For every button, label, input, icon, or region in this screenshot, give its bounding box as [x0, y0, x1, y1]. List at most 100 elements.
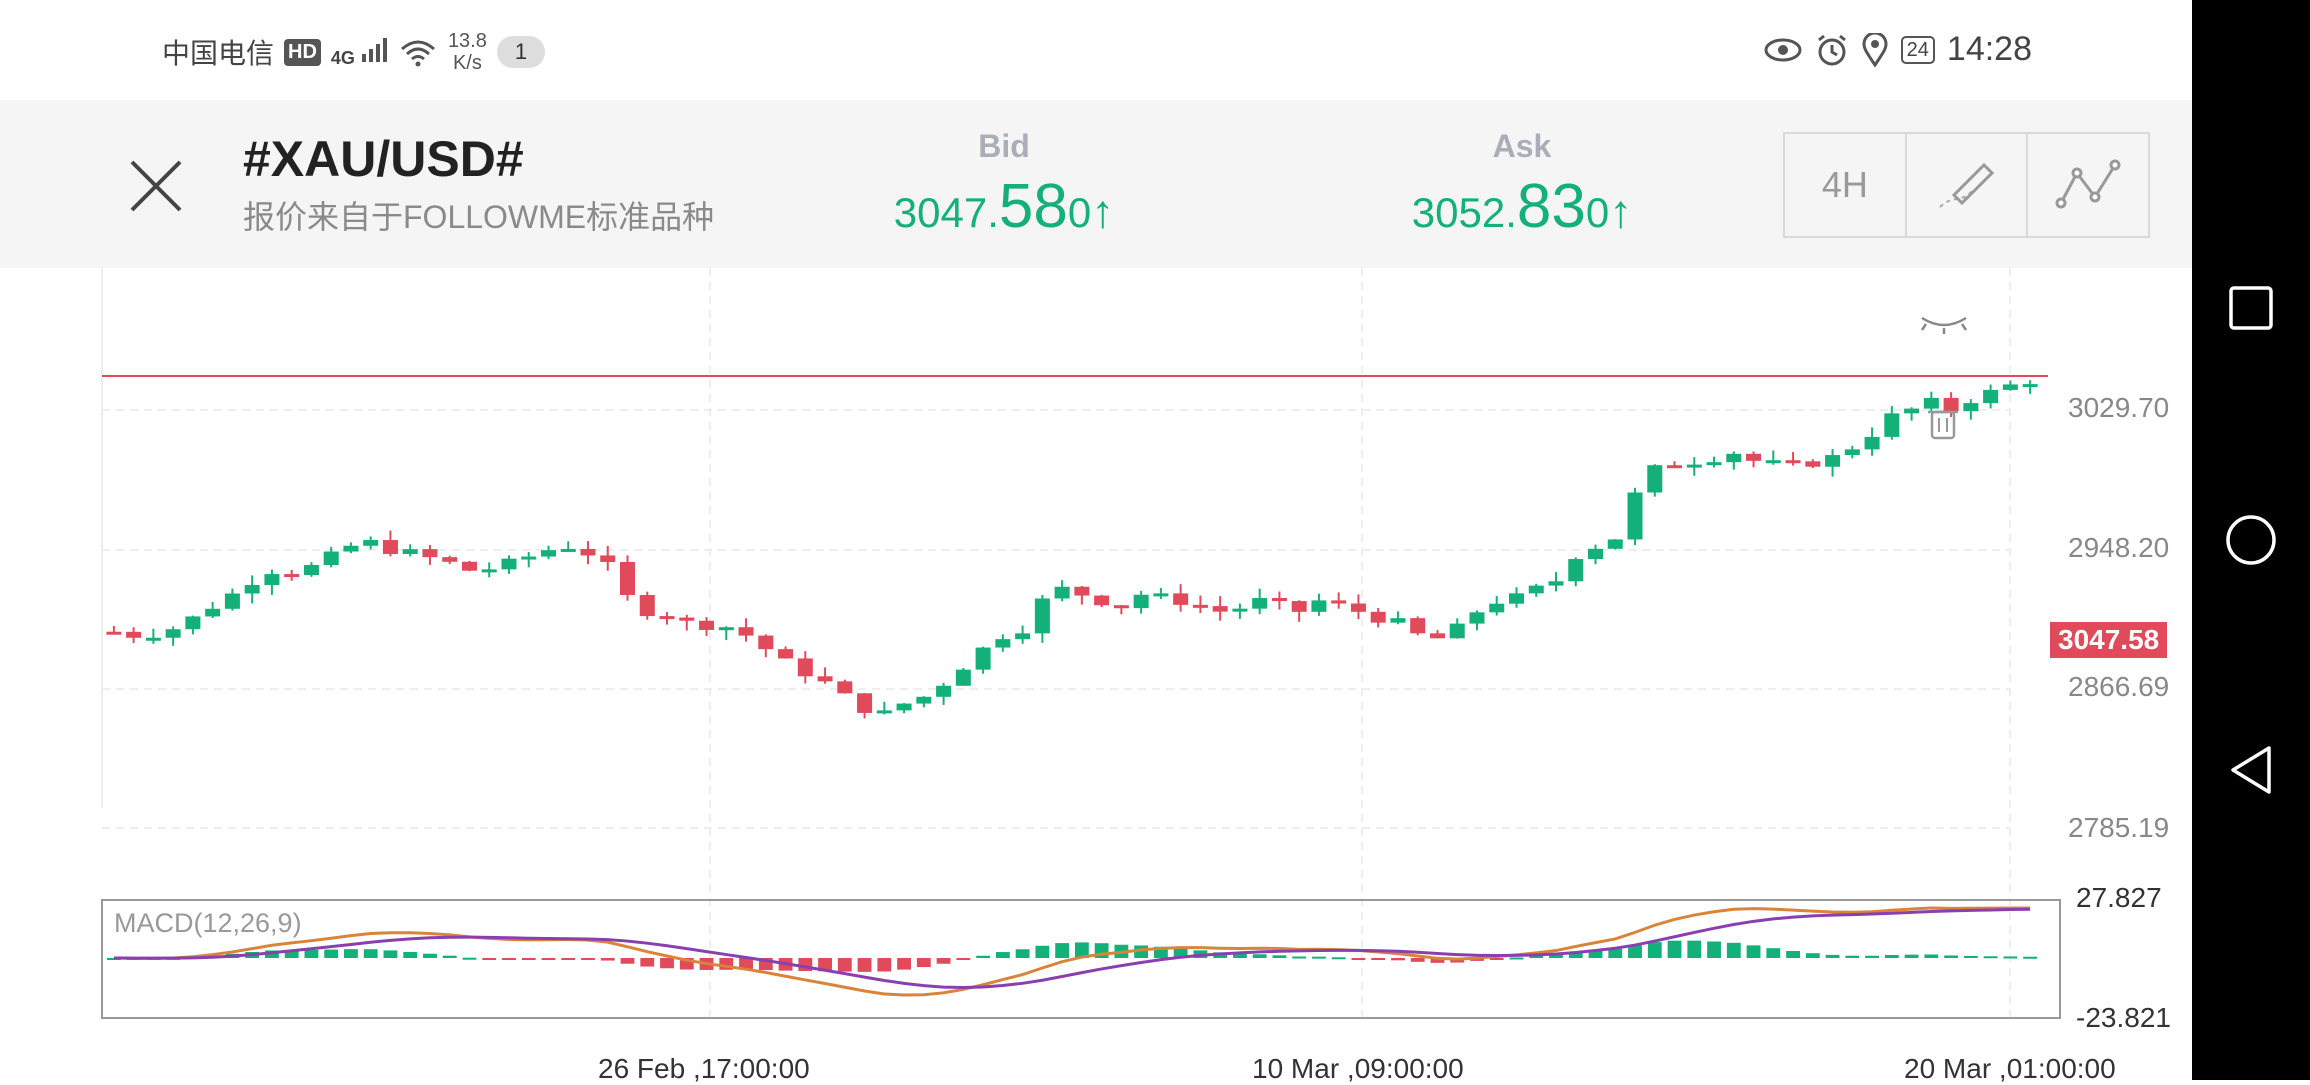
- price-chart[interactable]: 3047.58 3029.70 2948.20 2866.69 2785.19 …: [0, 268, 2192, 1080]
- macd-bar: [304, 949, 319, 958]
- candle-body: [1311, 600, 1327, 612]
- draw-tool-button[interactable]: [1907, 134, 2029, 236]
- macd-bar: [1904, 954, 1919, 958]
- price-axis-label: 2785.19: [2068, 812, 2170, 843]
- candle-body: [2002, 384, 2018, 390]
- macd-max-label: 27.827: [2076, 882, 2162, 913]
- candle-body: [1667, 465, 1683, 469]
- candle-body: [1054, 586, 1070, 599]
- macd-bar: [739, 958, 753, 970]
- timeframe-button[interactable]: 4H: [1785, 134, 1907, 236]
- bid-label: Bid: [978, 128, 1030, 164]
- ask-label: Ask: [1492, 128, 1552, 164]
- candle-body: [501, 558, 517, 570]
- macd-bar: [1074, 942, 1089, 958]
- delete-line-icon[interactable]: [1928, 410, 1958, 440]
- macd-bar: [660, 958, 674, 969]
- macd-min-label: -23.821: [2076, 1002, 2171, 1033]
- macd-bar: [956, 958, 971, 960]
- indicator-button[interactable]: [2028, 134, 2148, 236]
- candlestick-chart[interactable]: [0, 268, 2192, 1080]
- candle-body: [1805, 461, 1821, 467]
- candle-body: [205, 608, 221, 617]
- macd-bar: [1391, 958, 1405, 961]
- macd-bar: [1588, 950, 1603, 958]
- candles-group: [106, 380, 2038, 719]
- candle-body: [1686, 464, 1702, 468]
- close-button[interactable]: [126, 156, 186, 216]
- candle-body: [1548, 581, 1564, 586]
- candle-body: [1074, 586, 1090, 596]
- macd-bar: [1865, 955, 1879, 958]
- macd-bar: [1647, 942, 1662, 958]
- macd-bar: [1272, 955, 1287, 958]
- candle-body: [284, 574, 300, 578]
- system-nav-bar: [2192, 0, 2310, 1080]
- candle-body: [1173, 593, 1189, 605]
- macd-bar: [1055, 943, 1070, 958]
- macd-bar: [1944, 955, 1959, 958]
- status-left: 中国电信 HD 4G 13.8 K/s 1: [162, 30, 546, 74]
- candle-body: [778, 649, 794, 659]
- macd-bar: [423, 953, 437, 958]
- candle-body: [244, 585, 260, 594]
- battery-icon: 24: [1900, 35, 1935, 64]
- candle-body: [323, 551, 339, 566]
- macd-bar: [2023, 956, 2038, 959]
- current-price-tag: 3047.58: [2050, 622, 2168, 658]
- candle-body: [126, 631, 142, 638]
- candle-body: [1785, 460, 1801, 464]
- candle-body: [659, 616, 675, 620]
- macd-bar: [1252, 954, 1267, 958]
- notification-count: 1: [496, 36, 546, 68]
- candle-body: [738, 627, 754, 636]
- macd-bar: [1805, 953, 1820, 958]
- speed-unit: K/s: [452, 52, 482, 74]
- candle-body: [343, 545, 359, 552]
- candle-body: [718, 627, 734, 631]
- macd-bar: [1331, 957, 1346, 960]
- eye-icon: [1764, 38, 1802, 61]
- candle-body: [936, 685, 952, 697]
- price-axis-label: 2866.69: [2068, 671, 2170, 702]
- candle-body: [896, 703, 912, 711]
- quote-header: #XAU/USD# 报价来自于FOLLOWME标准品种 Bid 3047.580…: [0, 100, 2192, 268]
- candle-body: [1034, 598, 1050, 634]
- date-axis-label: 20 Mar ,01:00:00: [1904, 1053, 2116, 1084]
- home-button[interactable]: [2192, 490, 2310, 590]
- macd-bar: [502, 958, 516, 960]
- macd-bar: [1746, 945, 1761, 958]
- macd-bar: [1489, 958, 1504, 960]
- macd-bar: [1549, 954, 1563, 958]
- macd-bar: [818, 958, 832, 972]
- hide-line-icon[interactable]: [1920, 316, 1968, 334]
- macd-bar: [324, 949, 339, 958]
- candle-body: [1271, 598, 1287, 602]
- macd-bar: [857, 958, 872, 972]
- macd-bar: [1687, 940, 1702, 958]
- candle-body: [1350, 603, 1366, 612]
- candle-body: [916, 696, 932, 704]
- macd-bar: [383, 950, 398, 958]
- macd-bar: [1983, 956, 1998, 959]
- network-type: 4G: [330, 47, 355, 68]
- network-icon: 4G: [331, 36, 388, 69]
- candle-body: [1943, 397, 1959, 412]
- macd-bar: [897, 958, 911, 970]
- macd-bar: [1845, 955, 1860, 958]
- candle-body: [521, 556, 537, 560]
- macd-bar: [541, 958, 556, 960]
- back-button[interactable]: [2192, 720, 2310, 820]
- up-arrow-icon: ↑: [1091, 185, 1115, 237]
- candle-body: [1588, 548, 1604, 560]
- macd-bar: [1963, 955, 1978, 958]
- alarm-icon: [1817, 34, 1846, 65]
- ask-price-big: 83: [1516, 172, 1586, 241]
- candle-body: [1113, 605, 1129, 609]
- candle-body: [1153, 593, 1169, 597]
- candle-body: [1094, 595, 1110, 606]
- macd-bar: [1153, 946, 1168, 958]
- recent-apps-button[interactable]: [2192, 258, 2310, 358]
- macd-bar: [1766, 948, 1781, 958]
- candle-body: [580, 548, 596, 556]
